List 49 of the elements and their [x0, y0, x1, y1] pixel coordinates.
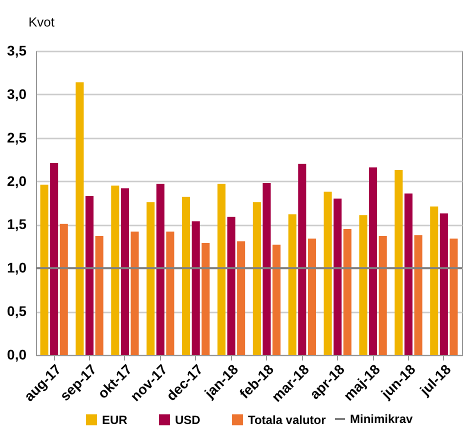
- y-tick-label: 2,0: [7, 172, 27, 189]
- bar: [40, 184, 48, 355]
- bar: [369, 167, 378, 355]
- legend-label: Totala valutor: [248, 412, 326, 427]
- bar: [378, 236, 387, 355]
- bar: [252, 202, 261, 355]
- bar: [298, 164, 306, 355]
- bar: [308, 238, 316, 355]
- bar: [440, 213, 448, 355]
- bar: [85, 196, 94, 355]
- bar: [237, 241, 246, 355]
- bar: [404, 193, 413, 355]
- bar: [192, 221, 200, 355]
- bar: [50, 163, 58, 355]
- bar: [450, 238, 458, 355]
- bar: [95, 236, 104, 355]
- y-tick-label: 1,5: [7, 216, 27, 232]
- bar: [156, 184, 164, 355]
- bar: [166, 232, 174, 355]
- bar: [430, 206, 438, 355]
- bar: [359, 215, 368, 355]
- y-tick-label: 1,0: [7, 260, 27, 276]
- bar: [272, 244, 281, 355]
- bar: [262, 183, 271, 355]
- legend-label: EUR: [102, 412, 128, 427]
- bar: [111, 186, 120, 355]
- y-axis-title: Kvot: [28, 14, 55, 30]
- bar: [60, 224, 68, 355]
- bar: [324, 192, 332, 355]
- bar: [217, 184, 226, 355]
- bar: [394, 170, 403, 355]
- legend-label: Minimikrav: [350, 412, 414, 426]
- bar: [202, 242, 210, 355]
- y-tick-label: 2,5: [7, 129, 27, 146]
- y-tick-label: 3,5: [7, 42, 27, 58]
- bar: [227, 216, 236, 355]
- bar: [120, 188, 129, 355]
- legend-label: USD: [175, 412, 201, 427]
- bar: [130, 232, 139, 355]
- y-tick-label: 3,0: [7, 86, 27, 102]
- bar: [343, 229, 352, 355]
- bar: [76, 82, 84, 355]
- bar: [334, 198, 342, 355]
- y-tick-label: 0,0: [7, 346, 27, 362]
- bar: [288, 214, 296, 355]
- y-tick-label: 0,5: [7, 303, 27, 320]
- bar: [146, 202, 155, 355]
- bar: [182, 196, 190, 355]
- bar: [414, 235, 422, 355]
